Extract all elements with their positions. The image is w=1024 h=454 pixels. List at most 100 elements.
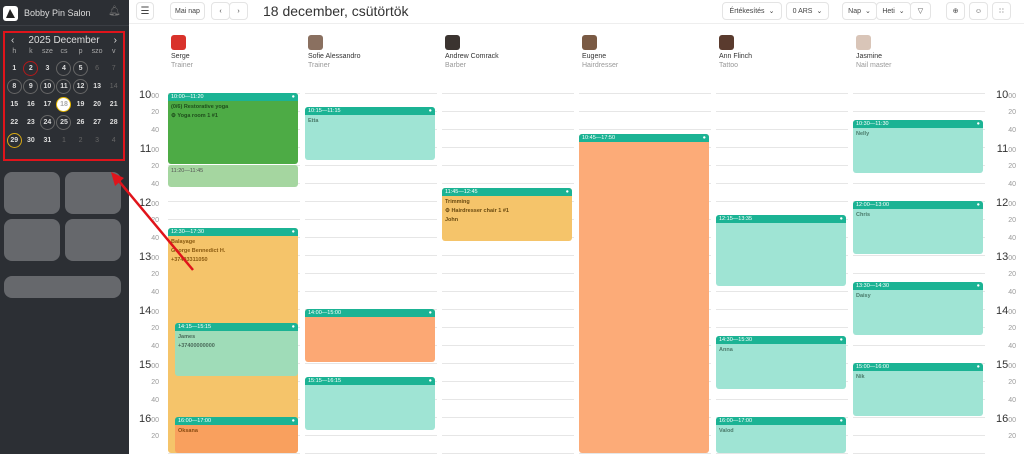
appointment[interactable]: 12:00—13:00 ● Chris bbox=[853, 201, 983, 254]
day-cell[interactable]: 7 bbox=[105, 61, 122, 76]
weekday-label: p bbox=[78, 48, 83, 55]
brand[interactable]: Bobby Pin Salon bbox=[3, 3, 91, 23]
day-number: 4 bbox=[111, 137, 116, 144]
appointment[interactable]: 10:00—11:20 ● (0/6) Restorative yoga ⚙ Yoga… bbox=[168, 93, 298, 164]
appointment[interactable]: 13:30—14:30 ● Daisy bbox=[853, 282, 983, 335]
appointment[interactable]: 14:00—15:00 ● bbox=[305, 309, 435, 362]
appointment[interactable]: 15:00—16:00 ● Nik bbox=[853, 363, 983, 416]
day-cell[interactable]: 31 bbox=[39, 133, 56, 148]
day-cell[interactable]: 4 bbox=[56, 61, 73, 76]
prev-month-button[interactable]: ‹ bbox=[11, 35, 15, 46]
appointment[interactable]: 16:00—17:00 ● Oksana bbox=[175, 417, 298, 453]
day-cell[interactable]: 24 bbox=[39, 115, 56, 130]
day-cell[interactable]: 12 bbox=[72, 79, 89, 94]
day-cell[interactable]: 2 bbox=[23, 61, 40, 76]
day-cell[interactable]: 3 bbox=[39, 61, 56, 76]
day-cell[interactable]: 11 bbox=[56, 79, 73, 94]
day-cell[interactable]: 28 bbox=[105, 115, 122, 130]
appointment[interactable]: 15:15—16:15 ● bbox=[305, 376, 435, 430]
weekday-label: v bbox=[111, 48, 116, 55]
staff-header-item[interactable]: Serge Trainer bbox=[171, 35, 193, 69]
view-week-dropdown[interactable]: Heti ⌄ bbox=[876, 2, 911, 20]
appointment-detail: ⚙ Hairdresser chair 1 #1 bbox=[445, 207, 509, 214]
zoom-icon[interactable]: ⊕ bbox=[946, 2, 965, 20]
appointment-time: 10:30—11:30 bbox=[856, 121, 889, 127]
day-cell[interactable]: 17 bbox=[39, 97, 56, 112]
day-cell[interactable]: 3 bbox=[89, 133, 106, 148]
appointment[interactable]: 11:20—11:45 bbox=[168, 165, 298, 187]
staff-header-item[interactable]: Sofie Alessandro Trainer bbox=[308, 35, 361, 69]
appointment-header: 14:15—15:15 ● bbox=[175, 322, 298, 331]
day-cell[interactable]: 27 bbox=[89, 115, 106, 130]
staff-column[interactable] bbox=[442, 82, 574, 454]
time-label: 20 bbox=[151, 433, 159, 440]
staff-header-item[interactable]: Eugene Hairdresser bbox=[582, 35, 618, 69]
time-label: 40 bbox=[1008, 289, 1016, 296]
day-cell[interactable]: 14 bbox=[105, 79, 122, 94]
appointment-header: 12:30—17:30 ● bbox=[168, 228, 298, 236]
appointment-header: 15:00—16:00 ● bbox=[853, 363, 983, 371]
view-day-dropdown[interactable]: Nap ⌄ bbox=[842, 2, 877, 20]
sales-dropdown[interactable]: Értékesítés ⌄ bbox=[722, 2, 782, 20]
day-number: 9 bbox=[23, 79, 39, 94]
staff-role: Trainer bbox=[171, 62, 193, 69]
appointment[interactable]: 16:00—17:00 ● Valod bbox=[716, 417, 846, 453]
time-label: 40 bbox=[1008, 181, 1016, 188]
staff-name: Ann Flinch bbox=[719, 53, 753, 60]
hour-label: 13 bbox=[138, 251, 152, 263]
appointment[interactable]: 10:30—11:30 ● Nelly bbox=[853, 120, 983, 173]
apps-grid-icon[interactable]: ∷ bbox=[992, 2, 1011, 20]
day-cell[interactable]: 2 bbox=[72, 133, 89, 148]
clock-icon: ● bbox=[565, 188, 569, 195]
day-cell[interactable]: 23 bbox=[23, 115, 40, 130]
day-cell[interactable]: 13 bbox=[89, 79, 106, 94]
day-cell[interactable]: 15 bbox=[6, 97, 23, 112]
day-cell[interactable]: 21 bbox=[105, 97, 122, 112]
menu-icon[interactable]: ☰ bbox=[136, 2, 154, 20]
staff-header-item[interactable]: Jasmine Nail master bbox=[856, 35, 891, 69]
day-cell[interactable]: 4 bbox=[105, 133, 122, 148]
appointment-time: 14:30—15:30 bbox=[719, 337, 753, 343]
day-cell[interactable]: 1 bbox=[6, 61, 23, 76]
today-button[interactable]: Mai nap bbox=[170, 2, 205, 20]
filter-icon[interactable]: ▽ bbox=[910, 2, 931, 20]
appointment[interactable]: 11:45—12:45 ● Trimming ⚙ Hairdresser chair … bbox=[442, 187, 572, 241]
appointment[interactable]: 14:30—15:30 ● Anna bbox=[716, 336, 846, 389]
minute-label: 00 bbox=[151, 363, 159, 370]
avatar bbox=[445, 35, 460, 50]
appointment[interactable]: 10:15—11:15 ● Etta bbox=[305, 106, 435, 160]
time-label: 40 bbox=[151, 235, 159, 242]
month-title: 2025 December bbox=[28, 35, 100, 46]
appointment[interactable]: 14:15—15:15 ● James +37400000000 bbox=[175, 322, 298, 376]
bell-icon[interactable]: 🔔︎ bbox=[108, 6, 121, 17]
user-settings-icon[interactable]: ☺ bbox=[969, 2, 988, 20]
day-cell[interactable]: 25 bbox=[56, 115, 73, 130]
day-cell[interactable]: 16 bbox=[23, 97, 40, 112]
appointment[interactable]: 12:15—13:35 ● bbox=[716, 214, 846, 286]
day-cell[interactable]: 18 bbox=[56, 97, 73, 112]
prev-day-button[interactable]: ‹ bbox=[211, 2, 230, 20]
time-label: 20 bbox=[1008, 217, 1016, 224]
day-cell[interactable]: 26 bbox=[72, 115, 89, 130]
day-cell[interactable]: 6 bbox=[89, 61, 106, 76]
next-day-button[interactable]: › bbox=[229, 2, 248, 20]
day-cell[interactable]: 1 bbox=[56, 133, 73, 148]
currency-dropdown[interactable]: 0 ARS ⌄ bbox=[786, 2, 829, 20]
day-cell[interactable]: 19 bbox=[72, 97, 89, 112]
day-cell[interactable]: 20 bbox=[89, 97, 106, 112]
appointment-header: 13:30—14:30 ● bbox=[853, 282, 983, 290]
day-cell[interactable]: 5 bbox=[72, 61, 89, 76]
next-month-button[interactable]: › bbox=[113, 35, 117, 46]
day-cell[interactable]: 10 bbox=[39, 79, 56, 94]
minute-label: 00 bbox=[1008, 147, 1016, 154]
appointment[interactable]: 10:45—17:50 ● bbox=[579, 133, 709, 453]
staff-header-item[interactable]: Ann Flinch Tattoo bbox=[719, 35, 752, 69]
day-cell[interactable]: 9 bbox=[23, 79, 40, 94]
day-cell[interactable]: 22 bbox=[6, 115, 23, 130]
day-cell[interactable]: 29 bbox=[6, 133, 23, 148]
day-cell[interactable]: 8 bbox=[6, 79, 23, 94]
staff-header-item[interactable]: Andrew Comrack Barber bbox=[445, 35, 499, 69]
appointment-detail: John bbox=[445, 216, 459, 223]
day-number: 1 bbox=[12, 65, 17, 72]
day-cell[interactable]: 30 bbox=[23, 133, 40, 148]
